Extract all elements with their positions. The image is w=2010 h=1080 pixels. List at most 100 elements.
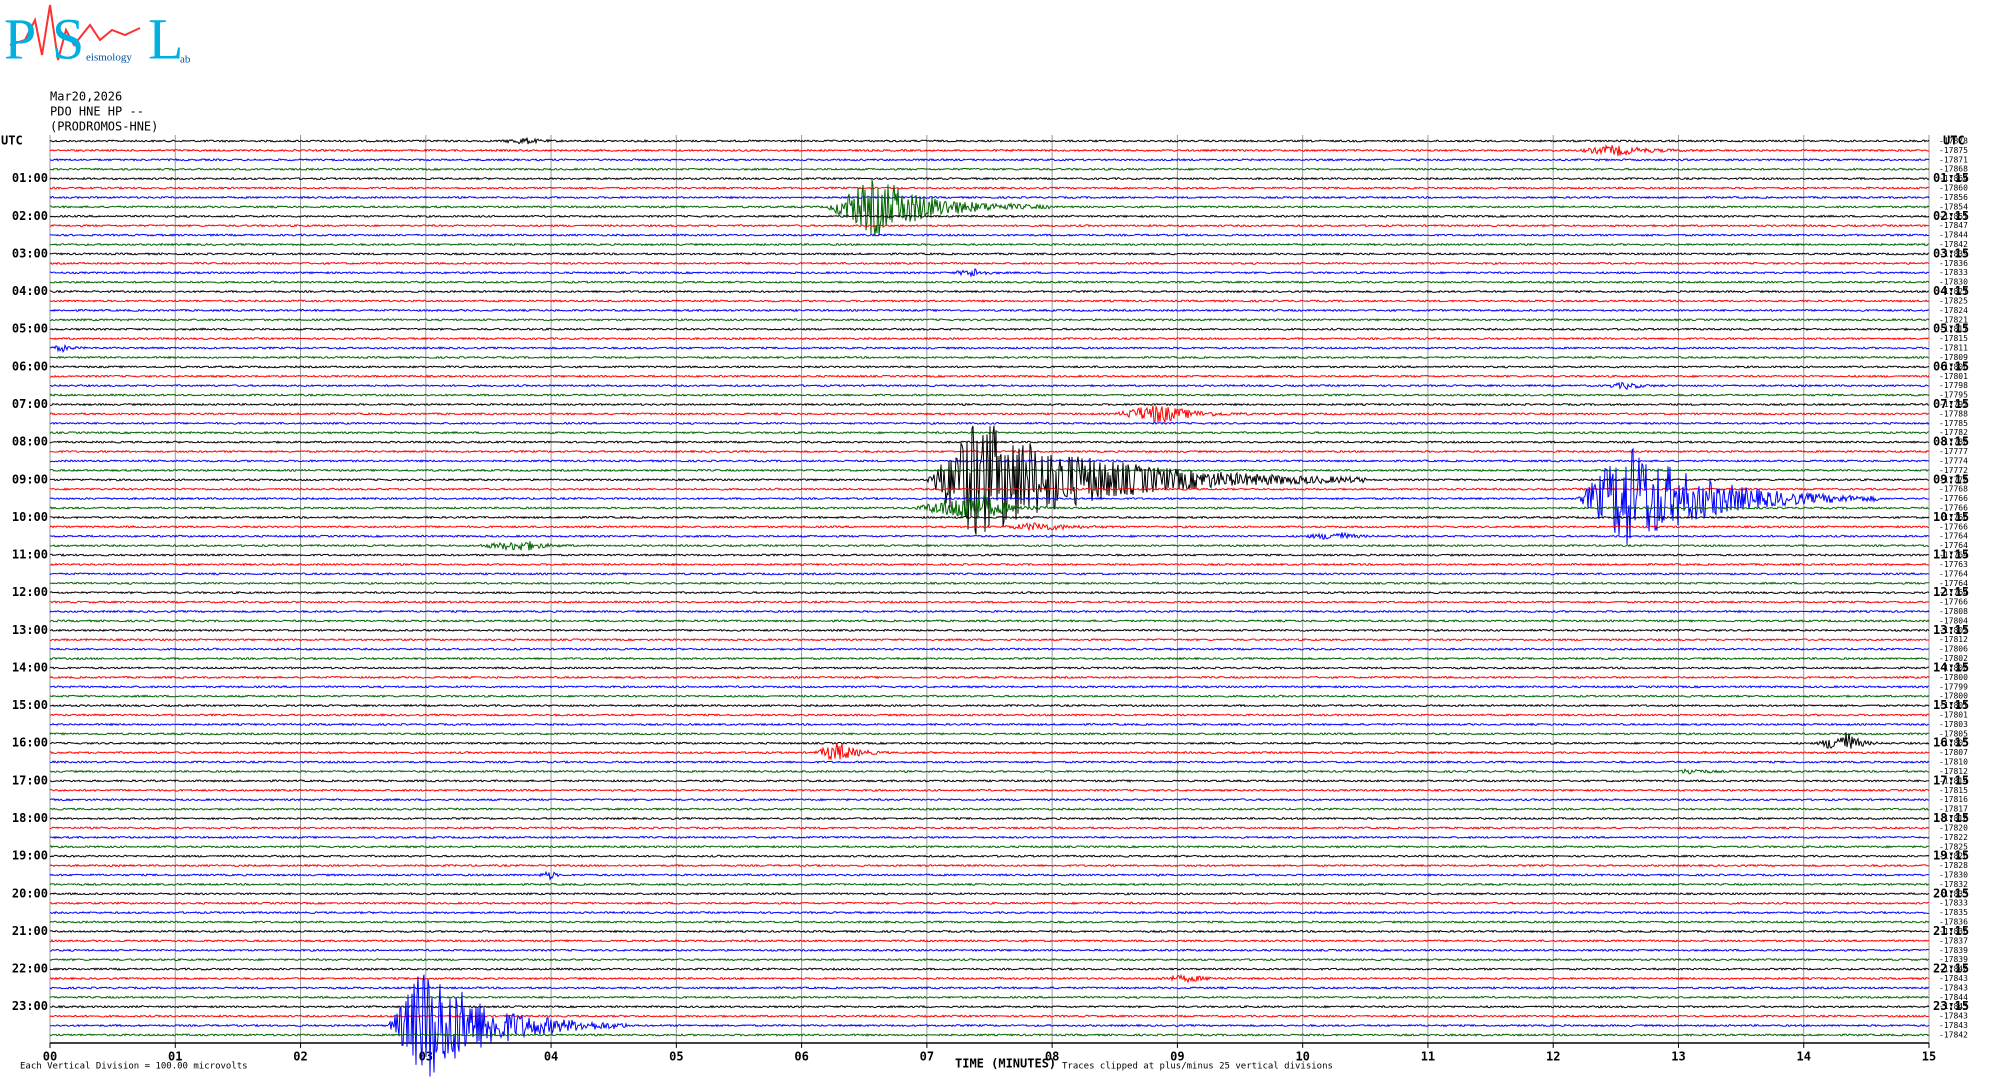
x-tick-label: 02 [293, 1049, 307, 1063]
trace-offset: -17860 [1939, 184, 1968, 193]
trace-offset: -17837 [1939, 936, 1968, 945]
hour-label: 02:00 [12, 209, 48, 223]
trace-offset: -17833 [1939, 268, 1968, 277]
trace [49, 317, 1930, 322]
x-tick-label: 13 [1671, 1049, 1685, 1063]
hour-label: 18:00 [12, 811, 48, 825]
x-tick-label: 04 [544, 1049, 558, 1063]
trace [49, 493, 1930, 519]
trace [49, 261, 1930, 266]
trace-offset: -17833 [1939, 889, 1968, 898]
trace [49, 214, 1930, 219]
trace [49, 920, 1930, 924]
hour-label: 17:15 [1933, 773, 1969, 787]
hour-label: 01:00 [12, 171, 48, 185]
hour-label: 06:15 [1933, 359, 1969, 373]
hour-label: 07:00 [12, 397, 48, 411]
hour-label: 13:00 [12, 623, 48, 637]
trace-offset: -17764 [1939, 551, 1968, 560]
trace-offset: -17812 [1939, 767, 1968, 776]
trace-offset: -17792 [1939, 400, 1968, 409]
trace-offset: -17825 [1939, 842, 1968, 851]
trace [49, 901, 1929, 906]
trace-offset: -17770 [1939, 475, 1968, 484]
hour-label: 23:00 [12, 999, 48, 1013]
note: Traces clipped at plus/minus 25 vertical… [1062, 1062, 1333, 1072]
x-tick-label: 10 [1295, 1049, 1309, 1063]
trace-offset: -17774 [1939, 456, 1968, 465]
x-tick-label: 01 [168, 1049, 182, 1063]
trace-offset: -17843 [1939, 1012, 1968, 1021]
trace [49, 797, 1930, 802]
hour-label: 17:00 [12, 773, 48, 787]
trace-offset: -17764 [1939, 532, 1968, 541]
trace-offset: -17811 [1939, 344, 1968, 353]
trace-offset: -17833 [1939, 899, 1968, 908]
hour-label: 16:15 [1933, 736, 1969, 750]
trace-offset: -17801 [1939, 701, 1968, 710]
trace-offset: -17782 [1939, 428, 1968, 437]
trace-offset: -17805 [1939, 729, 1968, 738]
hour-label: 02:15 [1933, 209, 1969, 223]
x-axis-label: TIME (MINUTES) [955, 1057, 1056, 1071]
trace [49, 768, 1929, 775]
trace [49, 308, 1930, 313]
trace-offset: -17854 [1939, 202, 1968, 211]
trace [49, 1004, 1930, 1009]
trace-offset: -17843 [1939, 1002, 1968, 1011]
trace-offset: -17818 [1939, 814, 1968, 823]
hour-label: 22:00 [12, 962, 48, 976]
hour-label: 22:15 [1933, 962, 1969, 976]
trace-offset: -17804 [1939, 616, 1968, 625]
trace-offset: -17847 [1939, 221, 1968, 230]
trace-offset: -17843 [1939, 983, 1968, 992]
hour-label: 05:00 [12, 322, 48, 336]
hour-label: 21:15 [1933, 924, 1969, 938]
trace-offset: -17871 [1939, 155, 1968, 164]
trace [49, 722, 1930, 727]
x-tick-label: 14 [1797, 1049, 1811, 1063]
trace [49, 807, 1930, 811]
trace [49, 892, 1930, 896]
trace [49, 939, 1930, 943]
trace [49, 355, 1930, 360]
x-tick-label: 12 [1546, 1049, 1560, 1063]
trace-offset: -17768 [1939, 485, 1968, 494]
trace [49, 666, 1929, 670]
trace [49, 343, 1930, 353]
trace-offset: -17843 [1939, 974, 1968, 983]
trace-offset: -17844 [1939, 231, 1968, 240]
trace [49, 844, 1929, 849]
trace-offset: -17844 [1939, 993, 1968, 1002]
trace [49, 515, 1930, 520]
trace-offset: -17766 [1939, 513, 1968, 522]
trace-offset: -17805 [1939, 739, 1968, 748]
logo: P S L eismology ab [4, 4, 191, 71]
trace-offset: -17817 [1939, 325, 1968, 334]
trace-offset: -17832 [1939, 880, 1968, 889]
trace-offset: -17875 [1939, 146, 1968, 155]
trace-offset: -17798 [1939, 381, 1968, 390]
hour-label: 12:15 [1933, 585, 1969, 599]
hour-label: 20:00 [12, 886, 48, 900]
trace [49, 393, 1930, 398]
trace-offset: -17795 [1939, 391, 1968, 400]
trace [49, 176, 1930, 181]
trace [49, 628, 1930, 633]
trace [49, 289, 1929, 294]
trace-offset: -17802 [1939, 626, 1968, 635]
trace [49, 143, 1930, 157]
logo-letter: S [52, 6, 84, 71]
trace [49, 995, 1930, 1000]
trace-offset: -17836 [1939, 918, 1968, 927]
trace-offset: -17864 [1939, 174, 1968, 183]
trace-offset: -17827 [1939, 287, 1968, 296]
trace-offset: -17764 [1939, 579, 1968, 588]
trace [49, 619, 1930, 623]
trace [49, 374, 1930, 379]
trace [49, 1014, 1929, 1018]
trace-offset: -17801 [1939, 372, 1968, 381]
trace [49, 541, 1930, 552]
trace-offset: -17821 [1939, 315, 1968, 324]
trace-offset: -17814 [1939, 776, 1968, 785]
